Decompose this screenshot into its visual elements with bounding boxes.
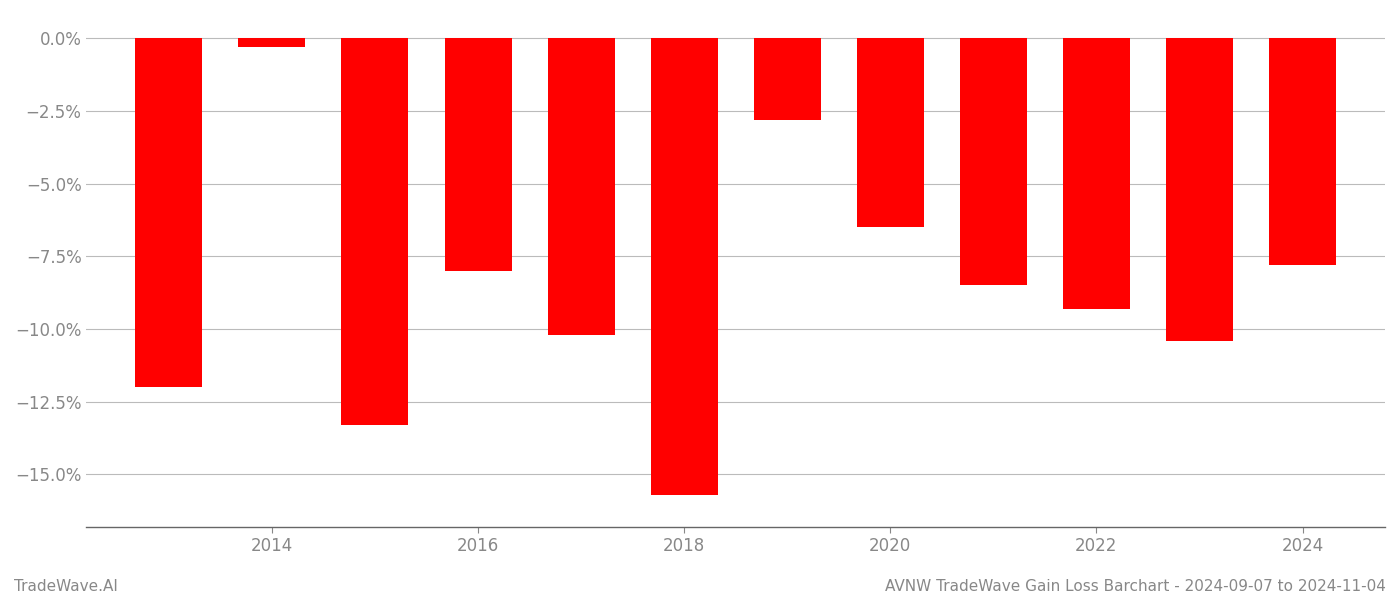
Text: TradeWave.AI: TradeWave.AI (14, 579, 118, 594)
Bar (445, 38, 511, 271)
Bar (342, 38, 409, 425)
Bar (1063, 38, 1130, 308)
Bar (651, 38, 718, 494)
Bar (238, 38, 305, 47)
Bar (136, 38, 203, 387)
Bar (753, 38, 820, 119)
Bar (857, 38, 924, 227)
Bar (1166, 38, 1233, 341)
Bar (1268, 38, 1336, 265)
Bar (960, 38, 1026, 286)
Bar (547, 38, 615, 335)
Text: AVNW TradeWave Gain Loss Barchart - 2024-09-07 to 2024-11-04: AVNW TradeWave Gain Loss Barchart - 2024… (885, 579, 1386, 594)
